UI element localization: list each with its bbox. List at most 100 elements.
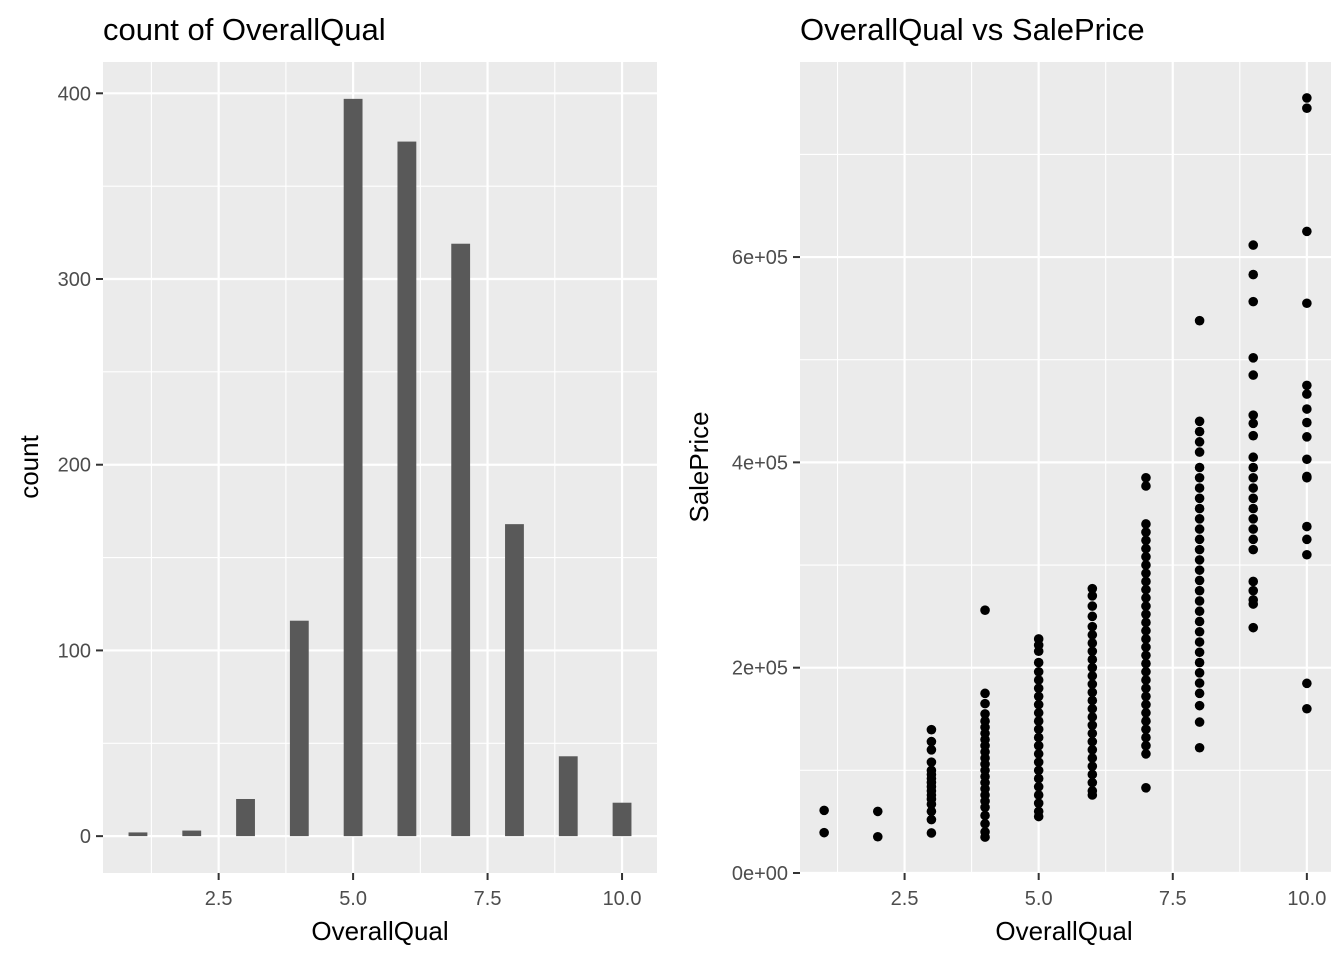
scatter-point bbox=[1141, 585, 1151, 595]
scatter-point bbox=[927, 745, 937, 755]
scatter-point bbox=[980, 819, 990, 829]
scatter-point bbox=[1141, 536, 1151, 546]
scatter-point bbox=[1141, 519, 1151, 529]
scatter-point bbox=[1195, 647, 1205, 657]
scatter-point bbox=[1302, 93, 1312, 103]
y-tick-label: 0e+00 bbox=[732, 863, 788, 885]
scatter-point bbox=[1088, 745, 1098, 755]
scatter-point bbox=[1302, 418, 1312, 428]
bar bbox=[129, 832, 148, 836]
scatter-chart: OverallQual vs SalePrice 2.5 5.0 7.5 10.00e… bbox=[684, 12, 1331, 946]
scatter-point bbox=[1088, 622, 1098, 632]
y-tick-label: 2e+05 bbox=[732, 658, 788, 680]
scatter-point bbox=[980, 689, 990, 699]
scatter-point bbox=[1141, 568, 1151, 578]
scatter-point bbox=[1088, 612, 1098, 622]
bar bbox=[559, 756, 578, 836]
x-tick-label: 2.5 bbox=[205, 888, 233, 910]
scatter-point bbox=[1248, 431, 1258, 441]
scatter-point bbox=[1088, 753, 1098, 763]
scatter-point bbox=[1248, 504, 1258, 514]
scatter-point bbox=[1302, 404, 1312, 414]
scatter-point bbox=[1302, 679, 1312, 689]
scatter-point bbox=[1248, 514, 1258, 524]
scatter-point bbox=[1302, 389, 1312, 399]
bar-chart: count of OverallQual 2.5 5.0 7.5 10.0 0 100 20… bbox=[14, 12, 657, 946]
scatter-chart-y-axis-title: SalePrice bbox=[684, 411, 714, 522]
scatter-point bbox=[873, 807, 883, 817]
scatter-point bbox=[1248, 463, 1258, 473]
scatter-point bbox=[1088, 712, 1098, 722]
scatter-point bbox=[1088, 688, 1098, 698]
scatter-point bbox=[1195, 565, 1205, 575]
bar bbox=[613, 803, 632, 836]
scatter-point bbox=[1141, 741, 1151, 751]
scatter-point bbox=[1141, 659, 1151, 669]
scatter-point bbox=[1088, 591, 1098, 601]
scatter-point bbox=[1302, 704, 1312, 714]
scatter-point bbox=[1248, 452, 1258, 462]
scatter-point bbox=[1141, 716, 1151, 726]
scatter-point bbox=[1195, 463, 1205, 473]
scatter-point bbox=[1034, 646, 1044, 656]
scatter-point bbox=[1141, 481, 1151, 491]
x-tick-label: 5.0 bbox=[339, 888, 367, 910]
bar bbox=[236, 799, 255, 836]
y-tick-label: 6e+05 bbox=[732, 247, 788, 269]
scatter-point bbox=[1034, 708, 1044, 718]
scatter-point bbox=[980, 832, 990, 842]
scatter-point bbox=[873, 832, 883, 842]
scatter-point bbox=[819, 828, 829, 838]
scatter-point bbox=[1088, 655, 1098, 665]
scatter-point bbox=[1195, 576, 1205, 586]
scatter-point bbox=[1034, 700, 1044, 710]
scatter-point bbox=[1034, 675, 1044, 685]
scatter-point bbox=[1141, 610, 1151, 620]
bar-chart-y-axis-title: count bbox=[14, 434, 44, 498]
scatter-point bbox=[1034, 667, 1044, 677]
scatter-point bbox=[927, 757, 937, 767]
scatter-point bbox=[1195, 689, 1205, 699]
x-tick-label: 7.5 bbox=[474, 888, 502, 910]
scatter-point bbox=[1141, 749, 1151, 759]
scatter-point bbox=[1034, 683, 1044, 693]
scatter-point bbox=[1034, 782, 1044, 792]
scatter-point bbox=[1088, 630, 1098, 640]
scatter-point bbox=[1302, 535, 1312, 545]
scatter-point bbox=[1195, 483, 1205, 493]
scatter-point bbox=[1141, 552, 1151, 562]
bar-chart-title: count of OverallQual bbox=[103, 12, 386, 47]
y-tick-label: 400 bbox=[58, 83, 91, 105]
scatter-point bbox=[1248, 297, 1258, 307]
scatter-point bbox=[1195, 658, 1205, 668]
scatter-point bbox=[1195, 417, 1205, 427]
scatter-point bbox=[927, 807, 937, 817]
bar-chart-panel bbox=[103, 62, 657, 873]
scatter-point bbox=[1195, 743, 1205, 753]
scatter-point bbox=[1034, 724, 1044, 734]
scatter-point bbox=[1248, 599, 1258, 609]
scatter-point bbox=[1195, 514, 1205, 524]
scatter-point bbox=[1141, 708, 1151, 718]
x-tick-label: 5.0 bbox=[1025, 888, 1053, 910]
scatter-point bbox=[1141, 618, 1151, 628]
scatter-point bbox=[1302, 522, 1312, 532]
scatter-point bbox=[1195, 545, 1205, 555]
scatter-point bbox=[1195, 493, 1205, 503]
scatter-chart-title: OverallQual vs SalePrice bbox=[800, 12, 1145, 47]
scatter-point bbox=[927, 815, 937, 825]
scatter-point bbox=[1195, 617, 1205, 627]
scatter-point bbox=[1088, 729, 1098, 739]
scatter-point bbox=[927, 737, 937, 747]
scatter-point bbox=[1195, 473, 1205, 483]
scatter-point bbox=[1141, 700, 1151, 710]
scatter-point bbox=[1034, 658, 1044, 668]
y-tick-label: 300 bbox=[58, 269, 91, 291]
scatter-point bbox=[1302, 432, 1312, 442]
scatter-chart-x-axis-title: OverallQual bbox=[995, 916, 1132, 946]
scatter-point bbox=[1195, 627, 1205, 637]
scatter-point bbox=[1195, 437, 1205, 447]
scatter-point bbox=[1195, 701, 1205, 711]
x-tick-label: 7.5 bbox=[1159, 888, 1187, 910]
